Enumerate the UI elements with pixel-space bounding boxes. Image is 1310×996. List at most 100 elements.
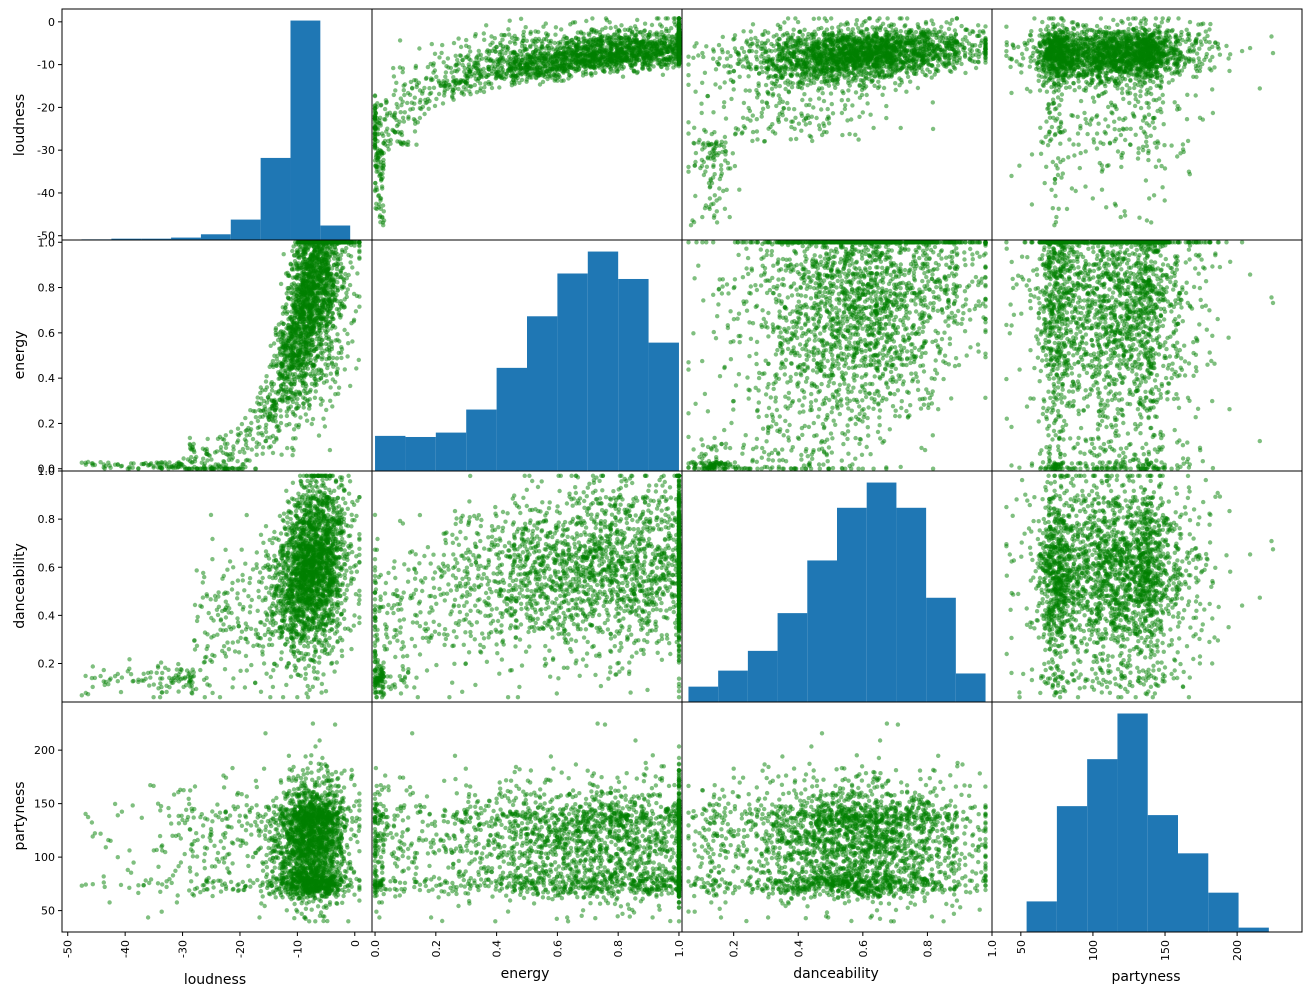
scatter-point bbox=[717, 56, 722, 61]
scatter-point bbox=[858, 78, 863, 83]
scatter-point bbox=[412, 95, 417, 100]
scatter-point bbox=[835, 81, 840, 87]
scatter-point bbox=[750, 138, 755, 144]
scatter-point bbox=[420, 89, 425, 94]
scatter-point bbox=[376, 193, 382, 198]
scatter-point bbox=[853, 22, 859, 27]
scatter-point bbox=[786, 106, 791, 112]
scatter-point bbox=[497, 69, 502, 75]
hist-bar bbox=[171, 237, 201, 240]
scatter-point bbox=[859, 69, 865, 74]
scatter-point bbox=[875, 26, 880, 32]
scatter-point bbox=[484, 23, 489, 28]
scatter-point bbox=[842, 22, 848, 27]
scatter-point bbox=[521, 29, 526, 34]
scatter-point bbox=[810, 138, 815, 144]
scatter-point bbox=[548, 73, 553, 79]
scatter-point bbox=[728, 166, 733, 171]
scatter-point bbox=[541, 24, 546, 29]
scatter-point bbox=[973, 65, 979, 71]
scatter-point bbox=[872, 83, 877, 89]
scatter-point bbox=[863, 70, 869, 75]
scatter-point bbox=[444, 78, 450, 83]
scatter-point bbox=[691, 140, 696, 146]
scatter-point bbox=[802, 92, 807, 97]
scatter-point bbox=[447, 82, 452, 88]
scatter-point bbox=[513, 67, 518, 72]
scatter-point bbox=[614, 66, 619, 71]
scatter-point bbox=[862, 86, 867, 91]
scatter-point bbox=[846, 74, 851, 80]
scatter-point bbox=[808, 78, 814, 83]
scatter-point bbox=[525, 54, 530, 59]
scatter-point bbox=[718, 173, 724, 179]
scatter-point bbox=[758, 60, 763, 65]
scatter-point bbox=[826, 116, 831, 121]
scatter-point bbox=[504, 58, 509, 63]
scatter-point bbox=[373, 180, 378, 186]
scatter-point bbox=[771, 91, 776, 97]
scatter-point bbox=[548, 53, 553, 58]
scatter-point bbox=[666, 33, 672, 39]
scatter-point bbox=[639, 39, 644, 44]
scatter-point bbox=[786, 89, 791, 94]
scatter-point bbox=[947, 68, 953, 74]
scatter-point bbox=[620, 50, 625, 55]
scatter-point bbox=[468, 49, 473, 54]
scatter-point bbox=[565, 47, 570, 52]
scatter-point bbox=[702, 70, 708, 76]
scatter-point bbox=[877, 73, 882, 78]
scatter-point bbox=[512, 33, 517, 39]
scatter-point bbox=[693, 159, 698, 165]
scatter-point bbox=[632, 24, 638, 29]
scatter-point bbox=[550, 66, 556, 72]
scatter-point bbox=[568, 22, 573, 27]
hist-bar bbox=[141, 238, 172, 240]
scatter-point bbox=[776, 36, 782, 41]
panel-loudness-vs-loudness bbox=[61, 8, 373, 241]
scatter-point bbox=[608, 25, 613, 31]
scatter-point bbox=[493, 49, 498, 54]
scatter-point bbox=[760, 99, 765, 104]
scatter-point bbox=[776, 42, 782, 48]
scatter-point bbox=[700, 80, 705, 86]
scatter-point bbox=[656, 57, 661, 62]
scatter-point bbox=[655, 46, 660, 51]
scatter-point bbox=[686, 54, 691, 59]
scatter-point bbox=[857, 114, 862, 120]
scatter-point bbox=[831, 67, 836, 72]
scatter-point bbox=[863, 50, 869, 56]
scatter-point bbox=[543, 37, 549, 42]
scatter-point bbox=[783, 117, 789, 122]
scatter-point bbox=[581, 31, 586, 36]
scatter-point bbox=[581, 39, 587, 44]
scatter-point bbox=[607, 20, 612, 25]
scatter-point bbox=[802, 27, 807, 32]
scatter-point bbox=[630, 63, 635, 68]
scatter-point bbox=[454, 62, 459, 67]
scatter-point bbox=[548, 63, 553, 68]
scatter-point bbox=[816, 123, 822, 128]
scatter-point bbox=[425, 64, 431, 70]
scatter-point bbox=[868, 70, 874, 76]
scatter-point bbox=[474, 90, 480, 95]
scatter-point bbox=[406, 139, 411, 144]
scatter-point bbox=[591, 29, 597, 34]
scatter-point bbox=[511, 55, 516, 60]
scatter-point bbox=[845, 118, 850, 123]
scatter-point bbox=[781, 106, 786, 111]
scatter-point bbox=[548, 58, 553, 63]
scatter-point bbox=[880, 21, 886, 26]
scatter-point bbox=[577, 40, 582, 45]
scatter-point bbox=[842, 106, 848, 112]
scatter-point bbox=[915, 85, 921, 91]
scatter-point bbox=[711, 49, 716, 54]
scatter-point bbox=[859, 72, 864, 77]
scatter-point bbox=[417, 46, 422, 51]
scatter-point bbox=[533, 56, 538, 61]
scatter-point bbox=[417, 115, 423, 121]
scatter-point bbox=[694, 41, 699, 46]
scatter-point bbox=[573, 61, 578, 66]
scatter-point bbox=[373, 110, 379, 116]
scatter-point bbox=[923, 49, 928, 54]
